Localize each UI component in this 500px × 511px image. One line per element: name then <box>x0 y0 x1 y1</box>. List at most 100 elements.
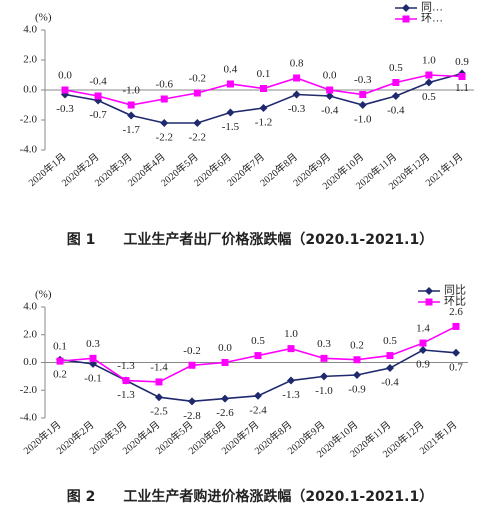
data-label: 2.6 <box>449 306 463 318</box>
y-tick-label: 4.0 <box>23 24 37 36</box>
data-label: 0.2 <box>350 339 364 351</box>
data-label: -1.3 <box>117 389 135 401</box>
data-label: 1.4 <box>416 323 430 335</box>
marker <box>254 391 262 400</box>
data-label: -1.0 <box>122 85 140 97</box>
data-label: 0.3 <box>86 338 100 350</box>
data-label: -0.7 <box>89 109 107 121</box>
data-label: -0.9 <box>348 384 366 396</box>
marker <box>155 378 163 386</box>
y-tick-label: -2.0 <box>20 114 38 126</box>
data-label: -0.3 <box>288 103 306 115</box>
data-label: -0.3 <box>56 103 74 115</box>
data-label: -1.7 <box>122 124 140 136</box>
y-tick-label: 2.0 <box>23 54 37 66</box>
data-label: -0.3 <box>354 74 372 86</box>
marker <box>320 354 328 362</box>
legend-marker <box>425 287 433 295</box>
data-label: -0.4 <box>381 377 399 389</box>
marker <box>359 91 367 98</box>
legend-label: 环… <box>421 13 443 25</box>
data-label: 0.9 <box>416 359 430 371</box>
data-label: -1.0 <box>354 114 372 126</box>
y-tick-label: 4.0 <box>23 301 37 313</box>
marker <box>260 85 267 92</box>
data-label: -0.1 <box>84 372 101 384</box>
marker <box>392 79 400 86</box>
data-label: -2.8 <box>183 410 201 422</box>
legend-marker <box>425 298 433 306</box>
caption: 图 1 工业生产者出厂价格涨跌幅（2020.1-2021.1） <box>67 231 433 248</box>
marker <box>353 356 361 364</box>
marker <box>160 95 168 103</box>
marker <box>419 339 427 347</box>
y-tick-label: 2.0 <box>23 328 37 340</box>
marker <box>353 370 361 379</box>
marker <box>226 80 234 88</box>
legend-label: 同比 <box>444 284 466 297</box>
data-label: 1.1 <box>455 82 469 94</box>
y-tick-label: 0.0 <box>23 84 37 96</box>
marker <box>193 89 201 97</box>
data-label: -0.4 <box>387 105 405 117</box>
data-label: -1.3 <box>282 389 300 401</box>
marker <box>425 71 433 79</box>
data-label: 1.0 <box>422 55 436 67</box>
data-label: -1.3 <box>117 360 135 372</box>
marker <box>221 394 229 403</box>
marker <box>358 101 367 109</box>
marker <box>155 393 163 402</box>
marker <box>188 361 196 369</box>
marker <box>122 377 130 385</box>
data-label: 0.5 <box>251 335 265 347</box>
data-label: -1.0 <box>315 385 333 397</box>
legend-label: 同… <box>421 2 443 14</box>
marker <box>386 364 394 373</box>
unit-label: (%) <box>35 289 52 301</box>
data-label: -1.2 <box>255 117 272 129</box>
marker <box>419 346 427 355</box>
marker <box>89 359 97 368</box>
marker <box>293 74 301 82</box>
legend-marker <box>402 4 410 12</box>
marker <box>325 92 334 100</box>
caption: 图 2 工业生产者购进价格涨跌幅（2020.1-2021.1） <box>67 488 433 505</box>
marker <box>287 376 295 385</box>
marker <box>320 372 328 381</box>
marker <box>452 322 460 330</box>
marker <box>94 92 102 100</box>
marker <box>221 359 229 366</box>
y-tick-label: 0.0 <box>23 356 37 368</box>
marker <box>259 104 268 112</box>
data-label: 0.0 <box>58 70 72 82</box>
data-label: 0.0 <box>218 342 232 354</box>
marker <box>458 73 466 80</box>
data-label: -1.4 <box>150 361 168 373</box>
data-label: 0.1 <box>53 341 67 353</box>
marker <box>386 352 394 360</box>
marker <box>56 357 64 365</box>
data-label: -2.2 <box>156 132 173 144</box>
data-label: 0.5 <box>389 62 403 74</box>
marker <box>452 348 460 357</box>
x-tick-label: 2021年1月 <box>423 150 466 189</box>
data-label: 0.7 <box>449 361 463 373</box>
data-label: 0.5 <box>383 335 397 347</box>
data-label: 0.1 <box>257 68 271 80</box>
data-label: -2.4 <box>249 404 267 416</box>
marker <box>287 345 295 353</box>
data-label: 0.8 <box>290 58 304 70</box>
data-label: -0.6 <box>156 79 174 91</box>
data-label: -0.2 <box>183 345 200 357</box>
y-tick-label: -4.0 <box>20 144 38 156</box>
data-label: 0.3 <box>317 338 331 350</box>
marker <box>127 111 136 120</box>
marker <box>292 90 301 99</box>
data-label: 0.0 <box>323 70 337 82</box>
data-label: 0.4 <box>224 64 238 76</box>
data-label: -0.2 <box>189 73 206 85</box>
x-tick-label: 2021年1月 <box>417 418 460 457</box>
marker <box>188 397 196 406</box>
marker <box>391 92 400 100</box>
